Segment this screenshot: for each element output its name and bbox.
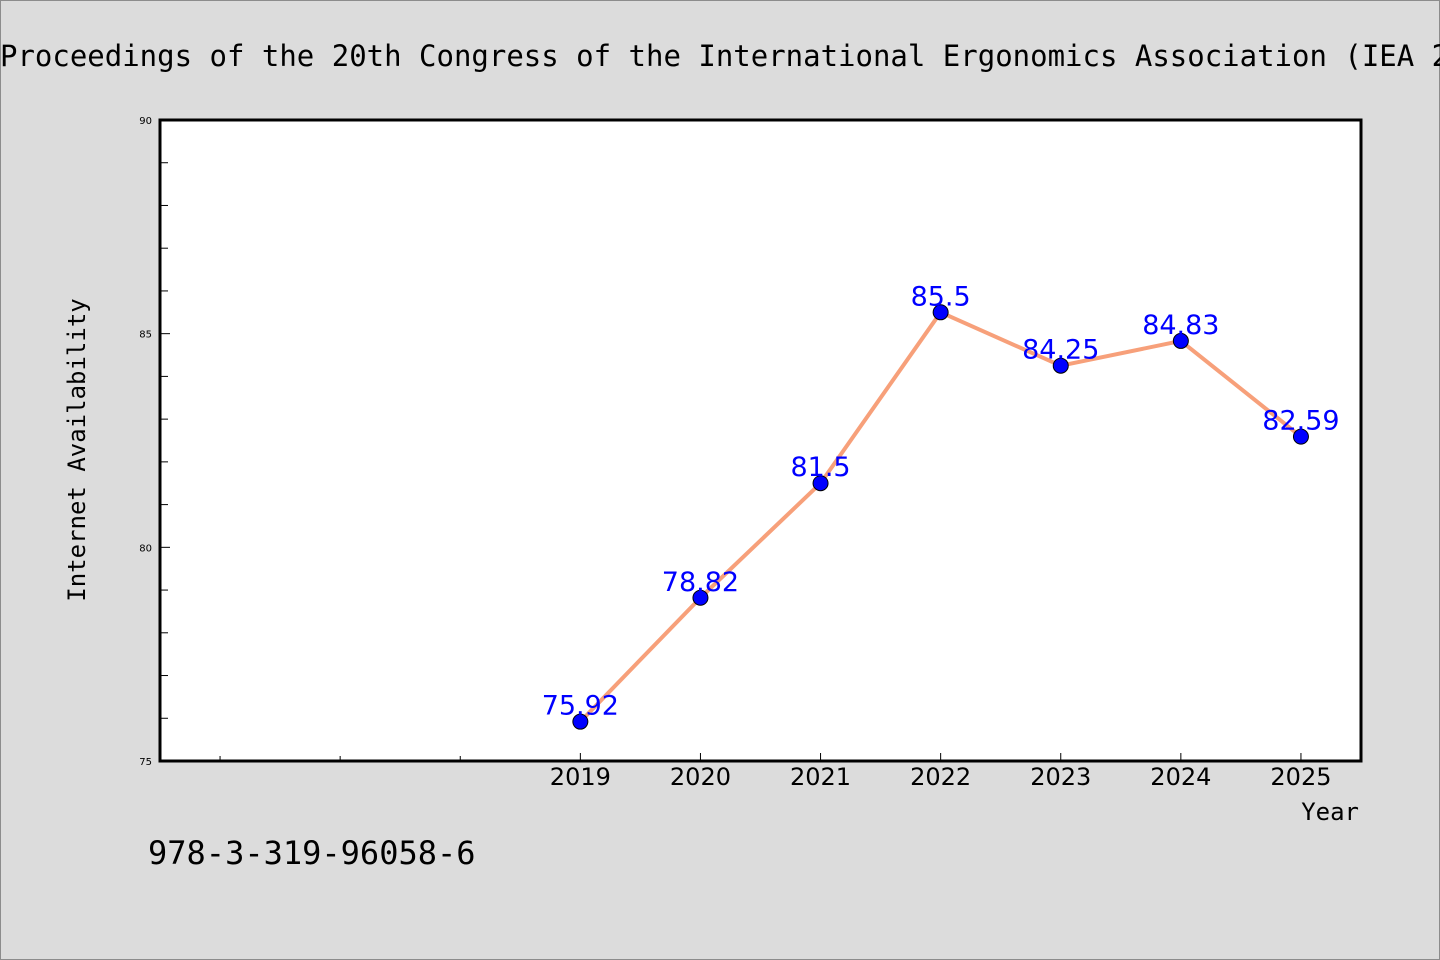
y-tick-label: 75: [139, 757, 152, 768]
x-tick-label: 2020: [670, 763, 731, 791]
x-tick-label: 2022: [910, 763, 971, 791]
plot-area: [160, 120, 1361, 761]
data-point: [572, 713, 589, 730]
plot-border: [158, 118, 1363, 763]
data-point: [812, 475, 829, 492]
data-point: [932, 304, 949, 321]
x-tick-label: 2025: [1270, 763, 1331, 791]
y-tick-label: 90: [139, 116, 152, 127]
data-point: [692, 589, 709, 606]
isbn-footnote: 978-3-319-96058-6: [148, 834, 476, 872]
data-point: [1172, 332, 1189, 349]
x-tick-label: 2019: [550, 763, 611, 791]
x-axis-label: Year: [1301, 798, 1359, 826]
data-point: [1052, 357, 1069, 374]
y-tick-label: 85: [139, 330, 152, 341]
data-label: 75.92: [542, 691, 619, 722]
data-label: 85.5: [911, 281, 971, 312]
x-tick-label: 2023: [1030, 763, 1091, 791]
data-markers: [572, 304, 1309, 730]
y-axis-label: Internet Availability: [63, 298, 91, 601]
data-label: 84.83: [1142, 310, 1219, 341]
data-labels: 75.92 78.82 81.5 85.5 84.25 84.83 82.59: [542, 281, 1340, 721]
y-tick-label: 80: [139, 543, 152, 554]
data-label: 81.5: [790, 452, 850, 483]
axis-ticks: 75 80 85 90 2019 2020 2021 2022 2023 2024 2025: [139, 116, 1331, 791]
data-label: 84.25: [1022, 335, 1099, 366]
data-label: 82.59: [1262, 406, 1339, 437]
x-tick-label: 2024: [1150, 763, 1211, 791]
chart-title: Proceedings of the 20th Congress of the …: [0, 39, 1440, 73]
data-point: [1292, 428, 1309, 445]
x-tick-label: 2021: [790, 763, 851, 791]
data-label: 78.82: [662, 567, 739, 598]
